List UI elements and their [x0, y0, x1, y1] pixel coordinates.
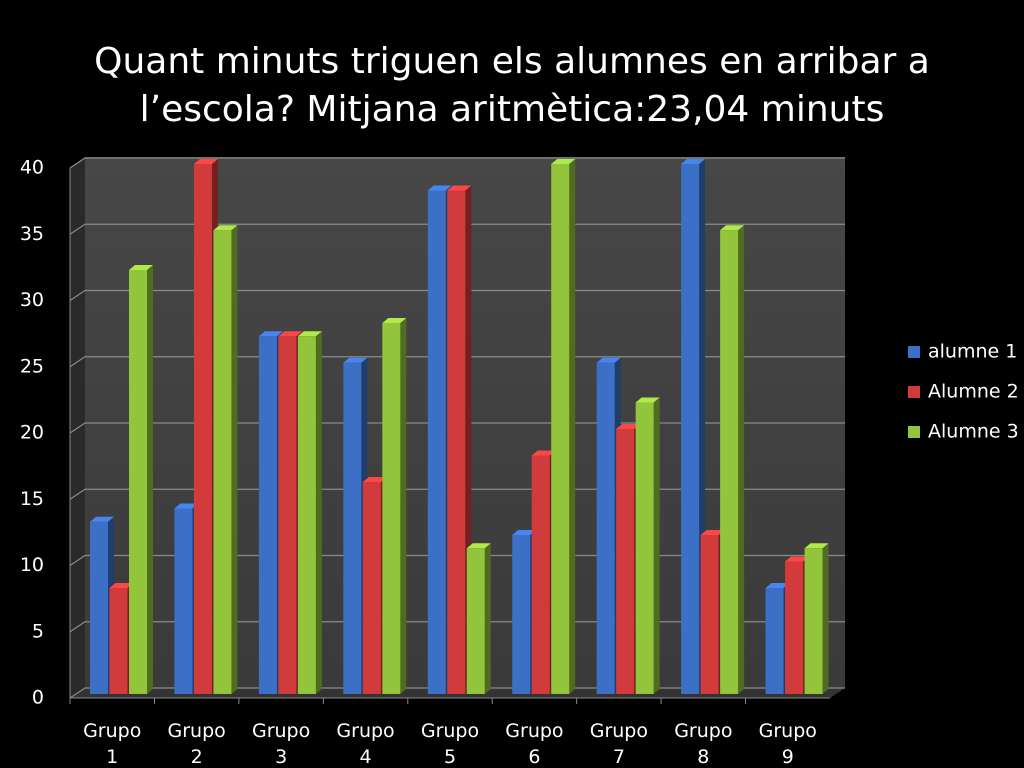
bar-top: [596, 357, 621, 363]
legend-label: alumne 1: [928, 341, 1017, 363]
bar-top: [616, 424, 641, 429]
bar-top: [785, 556, 810, 562]
x-tick-label: Grupo 2: [167, 720, 226, 768]
bar-top: [765, 583, 790, 588]
bar: [512, 535, 531, 694]
bar-top: [700, 530, 725, 535]
bar: [785, 561, 804, 694]
bar: [258, 336, 277, 694]
y-tick-label: 25: [20, 355, 44, 377]
x-tick-label: Grupo 4: [336, 720, 395, 768]
bar-top: [109, 583, 134, 588]
bar: [681, 164, 700, 694]
bar-top: [447, 185, 472, 191]
bar: [700, 535, 719, 694]
bar-top: [258, 331, 283, 337]
y-tick-label: 30: [20, 289, 44, 311]
bar-top: [278, 331, 303, 337]
bar: [90, 521, 108, 694]
bar: [297, 336, 316, 694]
bar-side: [231, 225, 238, 694]
x-tick-label: Grupo 6: [505, 720, 564, 768]
bar-top: [297, 331, 322, 337]
grid-line: [69, 687, 845, 699]
bar: [213, 230, 232, 694]
bar-top: [681, 159, 706, 164]
bar-side: [822, 543, 829, 694]
bar-top: [531, 450, 556, 456]
bar: [343, 362, 362, 694]
grid-line: [69, 621, 845, 633]
bar-side: [147, 265, 153, 694]
x-tick-label: Grupo 9: [758, 720, 817, 768]
y-tick-label: 5: [32, 620, 44, 642]
bar: [109, 588, 128, 694]
y-tick-label: 15: [20, 488, 44, 510]
bar-top: [174, 503, 199, 509]
grid-line: [69, 223, 845, 235]
x-tick-label: Grupo 8: [674, 720, 733, 768]
x-tick-label: Grupo 7: [589, 720, 648, 768]
bar-side: [738, 225, 745, 694]
legend-label: Alumne 2: [928, 381, 1019, 403]
y-tick-label: 0: [32, 687, 44, 709]
bar-top: [804, 543, 829, 549]
x-tick-label: Grupo 1: [83, 720, 142, 768]
chart-title: Quant minuts triguen els alumnes en arri…: [94, 41, 930, 130]
grid-line: [69, 554, 845, 566]
bar: [129, 270, 147, 694]
bar: [193, 164, 212, 694]
y-tick-label: 35: [20, 223, 44, 245]
y-tick-label: 20: [20, 422, 44, 444]
legend-swatch: [908, 346, 920, 358]
bar: [720, 230, 739, 694]
bar: [466, 548, 485, 694]
bar-top: [551, 159, 576, 164]
grid-line: [69, 356, 845, 368]
grid-line: [69, 157, 845, 169]
bar-side: [400, 318, 407, 694]
legend-swatch: [908, 426, 920, 438]
bar-side: [315, 331, 322, 694]
bar: [596, 362, 615, 694]
bar-top: [129, 265, 153, 270]
bar-side: [484, 543, 491, 694]
bar: [278, 336, 297, 694]
bar: [616, 429, 635, 694]
bar: [427, 190, 446, 694]
bar-top: [343, 357, 368, 363]
bar-side: [653, 397, 660, 694]
bar: [447, 190, 466, 694]
bar-top: [213, 225, 238, 231]
bar-top: [90, 516, 114, 522]
bar-top: [382, 318, 407, 323]
grid-line: [69, 488, 845, 500]
bar-top: [466, 543, 491, 549]
bar: [531, 455, 550, 694]
bar: [382, 323, 401, 694]
bar-top: [512, 530, 537, 535]
bar: [635, 402, 654, 694]
bar-top: [635, 397, 660, 403]
y-tick-label: 10: [20, 554, 44, 576]
bar-top: [427, 185, 452, 191]
legend-label: Alumne 3: [928, 421, 1019, 443]
grid-line: [69, 289, 845, 301]
y-tick-label: 40: [20, 157, 44, 179]
bar: [362, 482, 381, 694]
grid-line: [69, 422, 845, 434]
bar-top: [720, 225, 745, 231]
legend-swatch: [908, 386, 920, 398]
x-tick-label: Grupo 3: [251, 720, 311, 768]
bar-top: [362, 477, 387, 482]
bar: [174, 508, 193, 694]
bar-top: [193, 159, 218, 164]
bar: [551, 164, 570, 694]
x-tick-label: Grupo 5: [420, 720, 480, 768]
bar: [765, 588, 784, 694]
bar-side: [569, 159, 576, 694]
bar: [804, 548, 823, 694]
